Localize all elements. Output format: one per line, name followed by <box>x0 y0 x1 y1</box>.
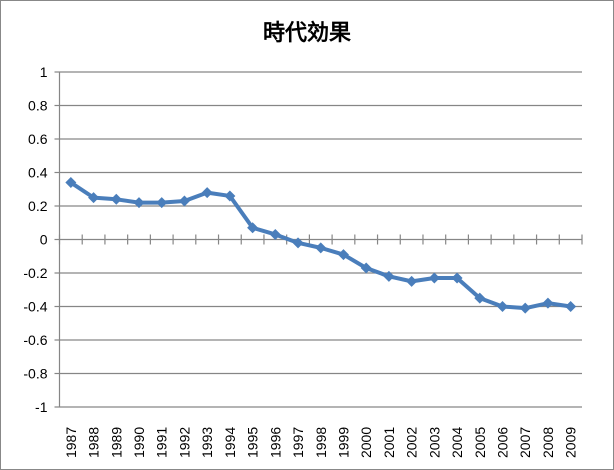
y-tick-label: 0.2 <box>28 198 48 214</box>
data-point-1998 <box>315 242 327 254</box>
y-tick-label: 0.4 <box>28 165 48 181</box>
y-tick-label: -0.8 <box>23 366 47 382</box>
data-point-1997 <box>292 237 304 249</box>
y-tick-label: 0.8 <box>28 98 48 114</box>
data-point-1988 <box>88 192 100 204</box>
x-tick-label: 1992 <box>176 427 192 458</box>
data-point-1989 <box>110 193 122 205</box>
x-tick-label: 2002 <box>404 427 420 458</box>
x-tick-label: 1989 <box>108 427 124 458</box>
data-point-2007 <box>519 302 531 314</box>
y-tick-label: -0.6 <box>23 332 47 348</box>
x-tick-label: 2003 <box>426 427 442 458</box>
x-tick-label: 2001 <box>381 427 397 458</box>
data-point-2001 <box>383 270 395 282</box>
data-point-1990 <box>133 197 145 209</box>
y-tick-label: 0 <box>40 232 48 248</box>
y-tick-label: -1 <box>35 399 48 415</box>
x-tick-label: 2000 <box>358 427 374 458</box>
data-point-1994 <box>224 190 236 202</box>
x-tick-label: 1987 <box>63 427 79 458</box>
data-point-1991 <box>156 197 168 209</box>
y-tick-label: 0.6 <box>28 131 48 147</box>
x-tick-label: 2004 <box>449 427 465 458</box>
data-point-2004 <box>451 272 463 284</box>
chart-title: 時代効果 <box>263 20 351 46</box>
y-tick-label: -0.4 <box>23 299 47 315</box>
data-point-2002 <box>406 275 418 287</box>
x-tick-label: 1991 <box>154 427 170 458</box>
x-tick-label: 1998 <box>313 427 329 458</box>
data-point-1992 <box>178 195 190 207</box>
data-point-2000 <box>360 262 372 274</box>
x-tick-label: 1993 <box>199 427 215 458</box>
x-tick-label: 2009 <box>563 427 579 458</box>
data-point-2006 <box>496 301 508 312</box>
x-tick-label: 2005 <box>472 427 488 458</box>
data-point-1987 <box>65 177 77 189</box>
y-tick-label: 1 <box>40 64 48 80</box>
x-tick-label: 1999 <box>335 427 351 458</box>
data-point-1999 <box>337 249 349 261</box>
data-point-2003 <box>428 272 440 284</box>
x-tick-label: 1994 <box>222 427 238 458</box>
x-tick-label: 1997 <box>290 427 306 458</box>
x-tick-label: 1996 <box>267 427 283 458</box>
data-point-2009 <box>565 301 577 312</box>
x-tick-label: 2007 <box>517 427 533 458</box>
x-tick-label: 2006 <box>494 427 510 458</box>
data-point-1996 <box>269 228 281 240</box>
data-point-1995 <box>247 222 259 234</box>
x-tick-label: 1988 <box>86 427 102 458</box>
data-point-1993 <box>201 187 213 199</box>
data-point-2005 <box>474 292 486 304</box>
data-point-2008 <box>542 297 554 309</box>
x-tick-label: 1995 <box>245 427 261 458</box>
y-tick-label: -0.2 <box>23 265 47 281</box>
x-tick-label: 1990 <box>131 427 147 458</box>
x-tick-label: 2008 <box>540 427 556 458</box>
